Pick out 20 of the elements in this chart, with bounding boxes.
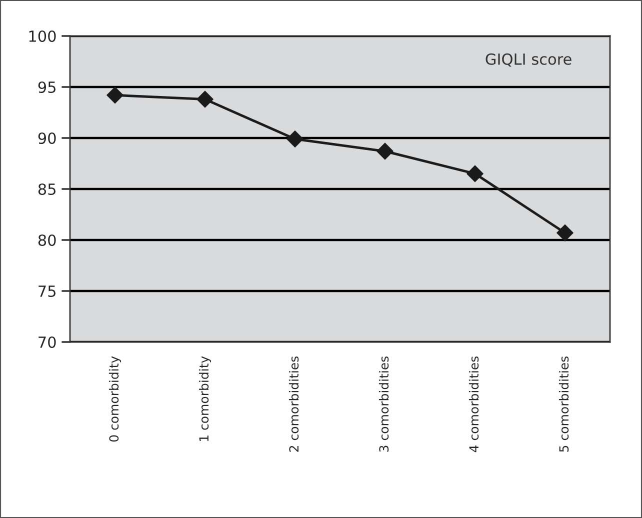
y-tick-label: 75 — [38, 286, 56, 298]
annotation: GIQLI score — [486, 53, 572, 67]
point — [106, 86, 124, 104]
x-tick-label: 1 comorbidity — [198, 356, 212, 442]
y-tick-label: 85 — [38, 183, 56, 196]
point — [376, 142, 394, 160]
point — [556, 224, 574, 242]
x-tick-label: 3 comorbidities — [378, 356, 389, 452]
y-tick-label: 80 — [38, 234, 56, 246]
y-tick-label: 70 — [38, 336, 56, 348]
y-tick-label: 90 — [38, 132, 56, 144]
y-tick-label: 95 — [38, 81, 56, 94]
point — [286, 130, 304, 148]
x-tick-label: 2 comorbidities — [288, 356, 299, 452]
y-tick-label: 100 — [29, 30, 56, 42]
x-tick-label: 5 comorbidities — [558, 356, 569, 452]
x-tick-label: 0 comorbidity — [108, 356, 122, 442]
point — [466, 165, 484, 182]
point — [196, 90, 214, 108]
x-tick-label: 4 comorbidities — [468, 356, 479, 452]
